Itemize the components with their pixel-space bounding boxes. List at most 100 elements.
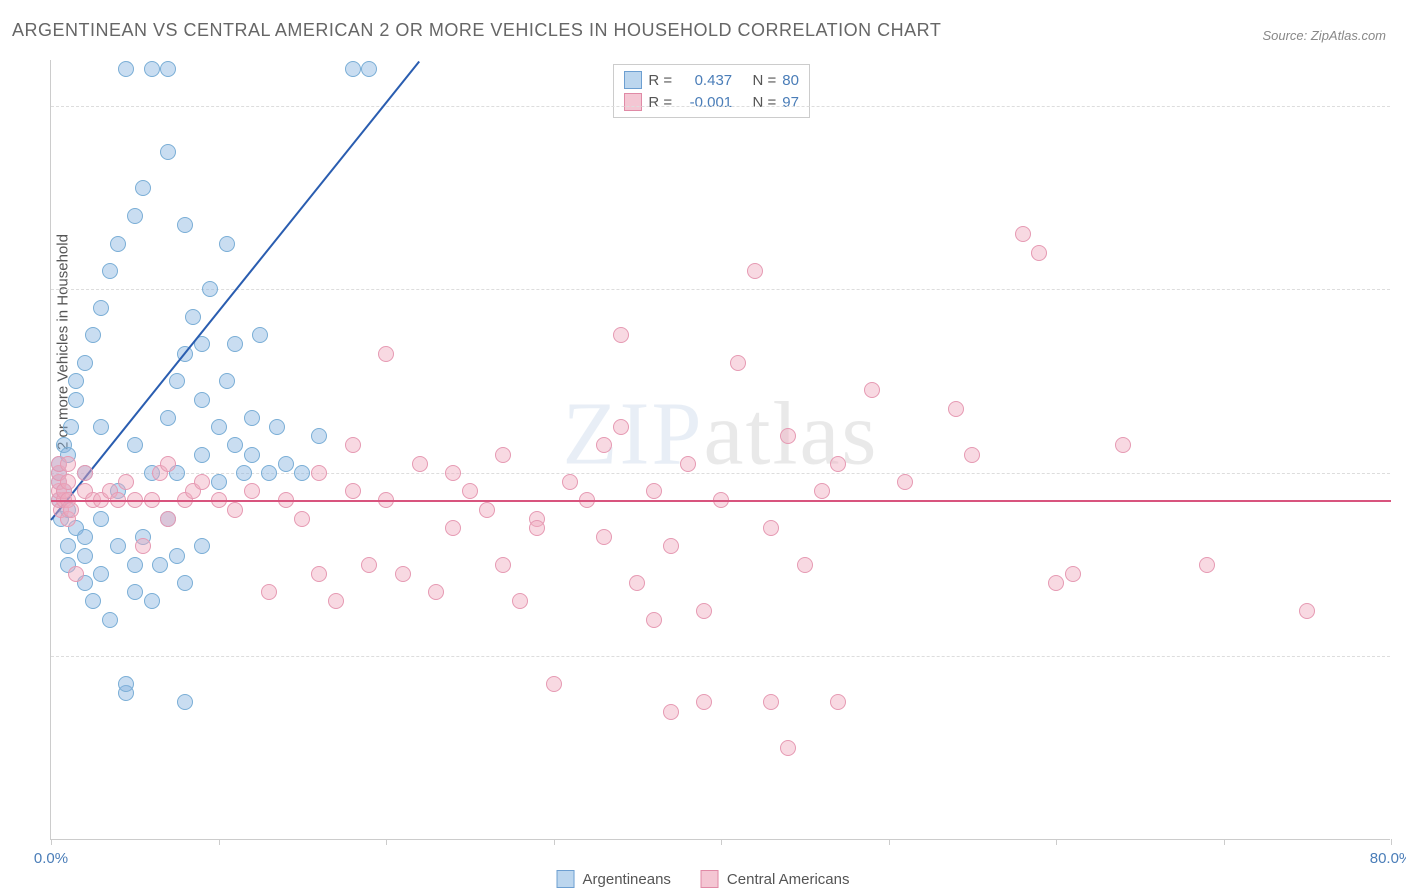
data-point (261, 584, 277, 600)
data-point (177, 575, 193, 591)
data-point (219, 373, 235, 389)
data-point (646, 483, 662, 499)
data-point (227, 437, 243, 453)
data-point (68, 392, 84, 408)
data-point (211, 474, 227, 490)
data-point (311, 465, 327, 481)
data-point (194, 538, 210, 554)
x-tick (554, 839, 555, 845)
data-point (345, 437, 361, 453)
legend-label-1: Argentineans (583, 871, 671, 888)
data-point (294, 465, 310, 481)
x-tick (386, 839, 387, 845)
data-point (68, 566, 84, 582)
data-point (562, 474, 578, 490)
data-point (177, 217, 193, 233)
data-point (747, 263, 763, 279)
data-point (68, 373, 84, 389)
data-point (63, 502, 79, 518)
data-point (412, 456, 428, 472)
data-point (512, 593, 528, 609)
data-point (77, 465, 93, 481)
data-point (763, 694, 779, 710)
chart-title: ARGENTINEAN VS CENTRAL AMERICAN 2 OR MOR… (12, 20, 941, 41)
data-point (780, 740, 796, 756)
data-point (830, 694, 846, 710)
data-point (1199, 557, 1215, 573)
data-point (428, 584, 444, 600)
data-point (160, 456, 176, 472)
legend-label-2: Central Americans (727, 871, 850, 888)
data-point (244, 483, 260, 499)
stats-row-2: R = -0.001 N = 97 (624, 91, 799, 113)
data-point (127, 557, 143, 573)
legend-item-2: Central Americans (701, 870, 850, 888)
data-point (77, 355, 93, 371)
data-point (85, 593, 101, 609)
data-point (345, 483, 361, 499)
data-point (663, 538, 679, 554)
stats-legend: R = 0.437 N = 80 R = -0.001 N = 97 (613, 64, 810, 118)
n-value-1: 80 (782, 72, 799, 89)
data-point (202, 281, 218, 297)
x-tick (1056, 839, 1057, 845)
plot-area: 2 or more Vehicles in Household ZIPatlas… (50, 60, 1390, 840)
data-point (1065, 566, 1081, 582)
y-axis-label: 2 or more Vehicles in Household (55, 234, 72, 450)
data-point (211, 419, 227, 435)
data-point (529, 520, 545, 536)
data-point (361, 61, 377, 77)
data-point (1299, 603, 1315, 619)
data-point (730, 355, 746, 371)
data-point (596, 529, 612, 545)
r-label: R = (648, 72, 672, 89)
data-point (177, 694, 193, 710)
data-point (294, 511, 310, 527)
data-point (1115, 437, 1131, 453)
x-tick (1224, 839, 1225, 845)
data-point (227, 336, 243, 352)
data-point (63, 419, 79, 435)
data-point (135, 538, 151, 554)
data-point (864, 382, 880, 398)
data-point (613, 327, 629, 343)
data-point (696, 694, 712, 710)
data-point (135, 180, 151, 196)
n-label: N = (752, 72, 776, 89)
data-point (118, 61, 134, 77)
data-point (152, 557, 168, 573)
data-point (85, 327, 101, 343)
data-point (1015, 226, 1031, 242)
legend-swatch-1 (557, 870, 575, 888)
data-point (110, 538, 126, 554)
data-point (814, 483, 830, 499)
data-point (361, 557, 377, 573)
data-point (663, 704, 679, 720)
data-point (395, 566, 411, 582)
swatch-series-2 (624, 93, 642, 111)
data-point (311, 566, 327, 582)
data-point (110, 236, 126, 252)
data-point (1031, 245, 1047, 261)
chart-container: ARGENTINEAN VS CENTRAL AMERICAN 2 OR MOR… (0, 0, 1406, 892)
watermark: ZIPatlas (563, 382, 879, 485)
data-point (77, 529, 93, 545)
data-point (194, 392, 210, 408)
data-point (546, 676, 562, 692)
data-point (830, 456, 846, 472)
data-point (185, 309, 201, 325)
data-point (495, 447, 511, 463)
data-point (144, 593, 160, 609)
legend-item-1: Argentineans (557, 870, 671, 888)
data-point (160, 410, 176, 426)
data-point (763, 520, 779, 536)
data-point (345, 61, 361, 77)
data-point (93, 300, 109, 316)
data-point (169, 373, 185, 389)
data-point (194, 474, 210, 490)
data-point (948, 401, 964, 417)
data-point (780, 428, 796, 444)
data-point (797, 557, 813, 573)
data-point (127, 437, 143, 453)
data-point (227, 502, 243, 518)
